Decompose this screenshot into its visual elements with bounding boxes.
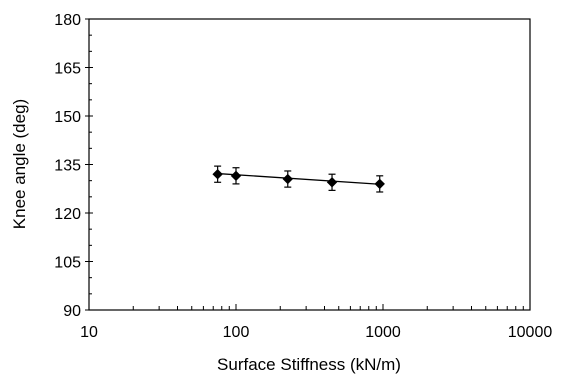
y-tick-label: 180 — [54, 12, 81, 29]
data-points — [212, 168, 385, 190]
y-tick-label: 105 — [54, 255, 81, 272]
x-tick-label: 10 — [80, 324, 98, 341]
y-tick-label: 165 — [54, 61, 81, 78]
x-axis-ticks: 10 100 1000 10000 — [80, 304, 552, 341]
x-axis-title: Surface Stiffness (kN/m) — [217, 355, 401, 374]
y-tick-label: 150 — [54, 109, 81, 126]
plot-area — [88, 18, 531, 311]
x-tick-label: 100 — [223, 324, 250, 341]
data-point — [282, 173, 293, 185]
trendline — [217, 172, 380, 185]
y-axis-title: Knee angle (deg) — [10, 99, 29, 229]
y-tick-label: 135 — [54, 158, 81, 175]
data-point — [230, 170, 242, 182]
y-minor-ticks — [89, 34, 92, 295]
data-point — [212, 168, 223, 180]
data-point — [374, 178, 385, 190]
data-point — [326, 177, 338, 188]
trendline-segment — [217, 172, 380, 185]
x-tick-label: 10000 — [508, 324, 553, 341]
x-tick-label: 1000 — [365, 324, 401, 341]
y-tick-label: 120 — [54, 206, 81, 223]
y-tick-label: 90 — [63, 303, 81, 320]
y-axis-ticks: 90 105 120 135 150 165 180 — [54, 12, 93, 320]
x-minor-ticks — [132, 306, 524, 310]
